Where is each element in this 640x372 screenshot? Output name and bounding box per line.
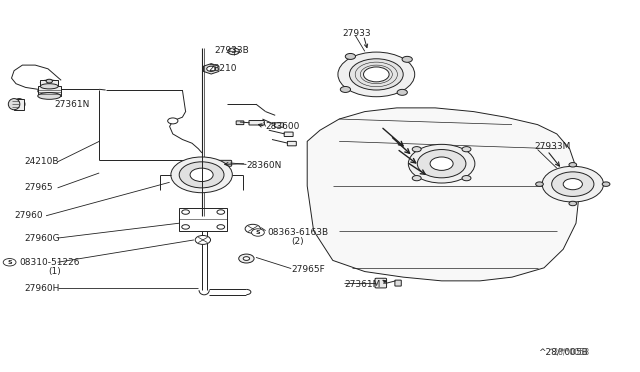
Text: 27933: 27933 bbox=[342, 29, 371, 38]
Circle shape bbox=[207, 66, 216, 71]
Circle shape bbox=[245, 224, 260, 233]
Text: 08363-6163B: 08363-6163B bbox=[268, 228, 329, 237]
Text: S: S bbox=[255, 230, 260, 235]
Text: 27960: 27960 bbox=[14, 211, 43, 220]
Text: 283600: 283600 bbox=[266, 122, 300, 131]
Bar bbox=[40, 80, 58, 86]
Circle shape bbox=[462, 147, 471, 152]
Circle shape bbox=[462, 176, 471, 181]
Text: 27965F: 27965F bbox=[291, 265, 325, 274]
Circle shape bbox=[3, 259, 16, 266]
Text: (1): (1) bbox=[48, 267, 61, 276]
Circle shape bbox=[179, 162, 224, 188]
Circle shape bbox=[569, 163, 577, 167]
FancyBboxPatch shape bbox=[236, 121, 244, 125]
Circle shape bbox=[349, 59, 403, 90]
Circle shape bbox=[552, 172, 594, 196]
FancyBboxPatch shape bbox=[275, 123, 284, 127]
Circle shape bbox=[190, 168, 213, 182]
Circle shape bbox=[46, 79, 52, 83]
Text: 27933B: 27933B bbox=[214, 46, 249, 55]
Circle shape bbox=[602, 182, 610, 186]
Circle shape bbox=[536, 182, 543, 186]
Ellipse shape bbox=[38, 88, 61, 94]
FancyBboxPatch shape bbox=[213, 160, 232, 166]
FancyBboxPatch shape bbox=[287, 141, 296, 146]
Text: 27960H: 27960H bbox=[24, 284, 60, 293]
Text: 27361N: 27361N bbox=[54, 100, 90, 109]
Text: (2): (2) bbox=[291, 237, 304, 246]
Text: ^28/*005B: ^28/*005B bbox=[547, 347, 589, 356]
Text: 28360N: 28360N bbox=[246, 161, 282, 170]
Circle shape bbox=[402, 57, 412, 62]
FancyBboxPatch shape bbox=[375, 278, 387, 288]
Circle shape bbox=[217, 225, 225, 229]
Text: 27361M: 27361M bbox=[344, 280, 381, 289]
Polygon shape bbox=[307, 108, 579, 281]
Circle shape bbox=[569, 201, 577, 206]
Bar bbox=[179, 208, 227, 231]
Circle shape bbox=[217, 210, 225, 214]
FancyBboxPatch shape bbox=[249, 121, 264, 125]
Circle shape bbox=[412, 147, 421, 152]
Circle shape bbox=[397, 89, 407, 95]
Ellipse shape bbox=[40, 84, 58, 89]
Circle shape bbox=[430, 157, 453, 170]
Ellipse shape bbox=[40, 80, 58, 85]
Text: 24210B: 24210B bbox=[24, 157, 59, 166]
Circle shape bbox=[412, 176, 421, 181]
Circle shape bbox=[243, 257, 250, 260]
Text: 28210: 28210 bbox=[208, 64, 237, 73]
Text: S: S bbox=[7, 260, 12, 265]
Circle shape bbox=[182, 225, 189, 229]
FancyBboxPatch shape bbox=[284, 132, 293, 137]
Circle shape bbox=[338, 52, 415, 97]
Circle shape bbox=[195, 235, 211, 244]
Circle shape bbox=[346, 54, 356, 60]
Circle shape bbox=[563, 179, 582, 190]
Text: 08310-51226: 08310-51226 bbox=[19, 258, 80, 267]
Text: 27933M: 27933M bbox=[534, 142, 571, 151]
Circle shape bbox=[171, 157, 232, 193]
Circle shape bbox=[228, 48, 239, 55]
FancyBboxPatch shape bbox=[395, 280, 401, 286]
Circle shape bbox=[542, 166, 604, 202]
Ellipse shape bbox=[8, 99, 20, 110]
Circle shape bbox=[239, 254, 254, 263]
Circle shape bbox=[252, 229, 264, 236]
Ellipse shape bbox=[13, 99, 25, 110]
Text: 27965: 27965 bbox=[24, 183, 53, 192]
Text: ^28/*005B: ^28/*005B bbox=[538, 347, 588, 356]
Bar bbox=[14, 99, 24, 110]
Text: 27960G: 27960G bbox=[24, 234, 60, 243]
Circle shape bbox=[364, 67, 389, 82]
Circle shape bbox=[417, 150, 466, 178]
Circle shape bbox=[340, 86, 351, 92]
Circle shape bbox=[168, 118, 178, 124]
Circle shape bbox=[408, 144, 475, 183]
Ellipse shape bbox=[38, 93, 61, 99]
Bar bbox=[38, 86, 61, 96]
Circle shape bbox=[182, 210, 189, 214]
